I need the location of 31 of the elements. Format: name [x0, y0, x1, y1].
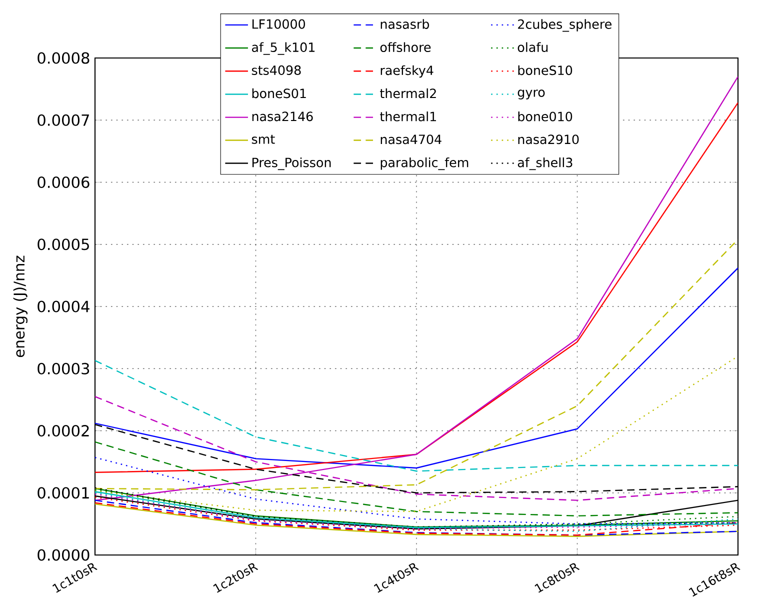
legend-label: smt — [252, 134, 275, 144]
legend-label: olafu — [518, 42, 548, 52]
y-tick-label: 0.0002 — [38, 424, 89, 437]
legend-label: boneS10 — [518, 65, 572, 76]
legend-label: thermal2 — [380, 88, 436, 98]
legend-label: af_shell3 — [518, 157, 572, 170]
y-tick-label: 0.0003 — [38, 362, 90, 374]
legend-label: boneS01 — [252, 88, 306, 98]
legend-label: nasa2910 — [518, 134, 579, 144]
legend-label: af_5_k101 — [252, 42, 315, 55]
legend-label: nasa2146 — [252, 112, 313, 122]
legend-label: 2cubes_sphere — [518, 19, 612, 32]
legend-label: bone010 — [518, 111, 572, 122]
legend-label: nasasrb — [380, 19, 430, 29]
legend-label: gyro — [518, 90, 545, 100]
y-tick-label: 0.0004 — [38, 300, 90, 312]
y-tick-label: 0.0005 — [38, 238, 89, 250]
legend-label: nasa4704 — [380, 134, 442, 144]
legend-label: sts4098 — [252, 65, 301, 76]
y-tick-label: 0.0008 — [38, 52, 90, 64]
y-tick-label: 0.0007 — [38, 114, 89, 126]
legend-label: Pres_Poisson — [252, 157, 331, 170]
legend-label: raefsky4 — [380, 65, 434, 78]
y-axis-title: energy (J)/nnz — [13, 256, 28, 358]
legend-label: LF10000 — [252, 19, 306, 29]
y-tick-label: 0.0001 — [38, 487, 89, 499]
y-tick-label: 0.0000 — [38, 549, 90, 561]
y-tick-label: 0.0006 — [38, 176, 90, 188]
legend-label: offshore — [380, 42, 431, 52]
legend-label: parabolic_fem — [380, 157, 468, 170]
legend-label: thermal1 — [380, 111, 436, 122]
